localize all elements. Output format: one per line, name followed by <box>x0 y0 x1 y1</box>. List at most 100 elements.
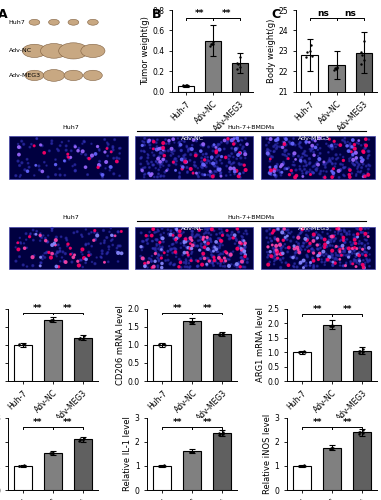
Point <box>353 156 359 164</box>
Point <box>166 140 172 147</box>
Point <box>171 234 177 242</box>
Point <box>206 257 212 265</box>
Point <box>160 139 166 147</box>
Point <box>138 154 144 162</box>
Point <box>271 260 277 268</box>
Point <box>183 258 189 266</box>
Point <box>182 151 188 159</box>
Point <box>334 64 340 72</box>
Point <box>33 162 39 170</box>
Text: Adv-MEG3: Adv-MEG3 <box>9 73 41 78</box>
Point <box>311 262 317 270</box>
Point <box>227 164 234 172</box>
Point <box>144 264 150 272</box>
Point <box>138 252 144 260</box>
Point <box>307 258 314 266</box>
Point <box>301 264 307 272</box>
Point <box>80 434 86 442</box>
Point <box>328 249 335 257</box>
Point <box>27 230 34 237</box>
Point <box>282 234 288 241</box>
Point <box>154 142 160 150</box>
Point <box>308 147 314 155</box>
Point <box>352 236 358 244</box>
Point <box>150 262 157 270</box>
FancyBboxPatch shape <box>135 136 253 179</box>
Point <box>337 256 343 264</box>
Point <box>176 152 182 160</box>
Point <box>218 172 224 180</box>
Point <box>311 232 317 240</box>
Point <box>53 156 59 164</box>
Point <box>311 264 317 272</box>
Point <box>332 244 338 252</box>
Point <box>297 138 303 146</box>
Point <box>57 142 63 150</box>
Point <box>264 227 270 235</box>
Point <box>174 225 180 233</box>
Point <box>290 262 296 270</box>
Point <box>332 162 338 170</box>
Point <box>142 262 148 270</box>
Point <box>185 251 191 259</box>
Point <box>86 252 92 260</box>
Point <box>146 169 152 177</box>
Point <box>210 253 216 261</box>
Text: Huh7: Huh7 <box>62 215 79 220</box>
Point <box>315 152 321 160</box>
Point <box>360 430 366 438</box>
Point <box>110 146 116 154</box>
Point <box>178 264 184 272</box>
Point <box>236 258 242 266</box>
Point <box>239 145 245 153</box>
Point <box>118 228 124 235</box>
Point <box>279 250 285 258</box>
Point <box>109 236 115 244</box>
Point <box>301 162 307 170</box>
Point <box>149 170 155 178</box>
Point <box>321 158 327 166</box>
Point <box>80 263 86 271</box>
Text: Adv-NC: Adv-NC <box>181 136 204 141</box>
Point <box>55 241 61 249</box>
Point <box>218 250 224 258</box>
Point <box>184 81 190 89</box>
Point <box>309 244 315 252</box>
Point <box>330 322 336 330</box>
Point <box>65 150 71 158</box>
Point <box>239 160 245 168</box>
Point <box>212 243 218 251</box>
Point <box>155 227 162 235</box>
Point <box>276 166 282 174</box>
Point <box>186 237 192 245</box>
Point <box>296 348 302 356</box>
Point <box>184 263 190 271</box>
Point <box>323 168 330 175</box>
Point <box>182 263 188 271</box>
Point <box>184 142 190 150</box>
Point <box>354 250 360 258</box>
Point <box>209 40 215 48</box>
Point <box>207 159 213 167</box>
Point <box>267 248 273 256</box>
Point <box>108 236 114 244</box>
Point <box>216 430 223 438</box>
Point <box>277 250 283 258</box>
Point <box>156 240 162 248</box>
Point <box>329 167 335 175</box>
Point <box>277 255 283 263</box>
Point <box>34 227 40 235</box>
Point <box>347 252 353 260</box>
Point <box>271 248 277 256</box>
Point <box>176 139 182 147</box>
Point <box>363 236 370 244</box>
Point <box>341 228 347 235</box>
Point <box>38 141 44 149</box>
Point <box>200 140 206 148</box>
Bar <box>205 40 221 92</box>
Bar <box>328 65 345 500</box>
Point <box>267 147 274 155</box>
Point <box>346 170 352 178</box>
Point <box>165 166 171 174</box>
Point <box>362 172 368 180</box>
